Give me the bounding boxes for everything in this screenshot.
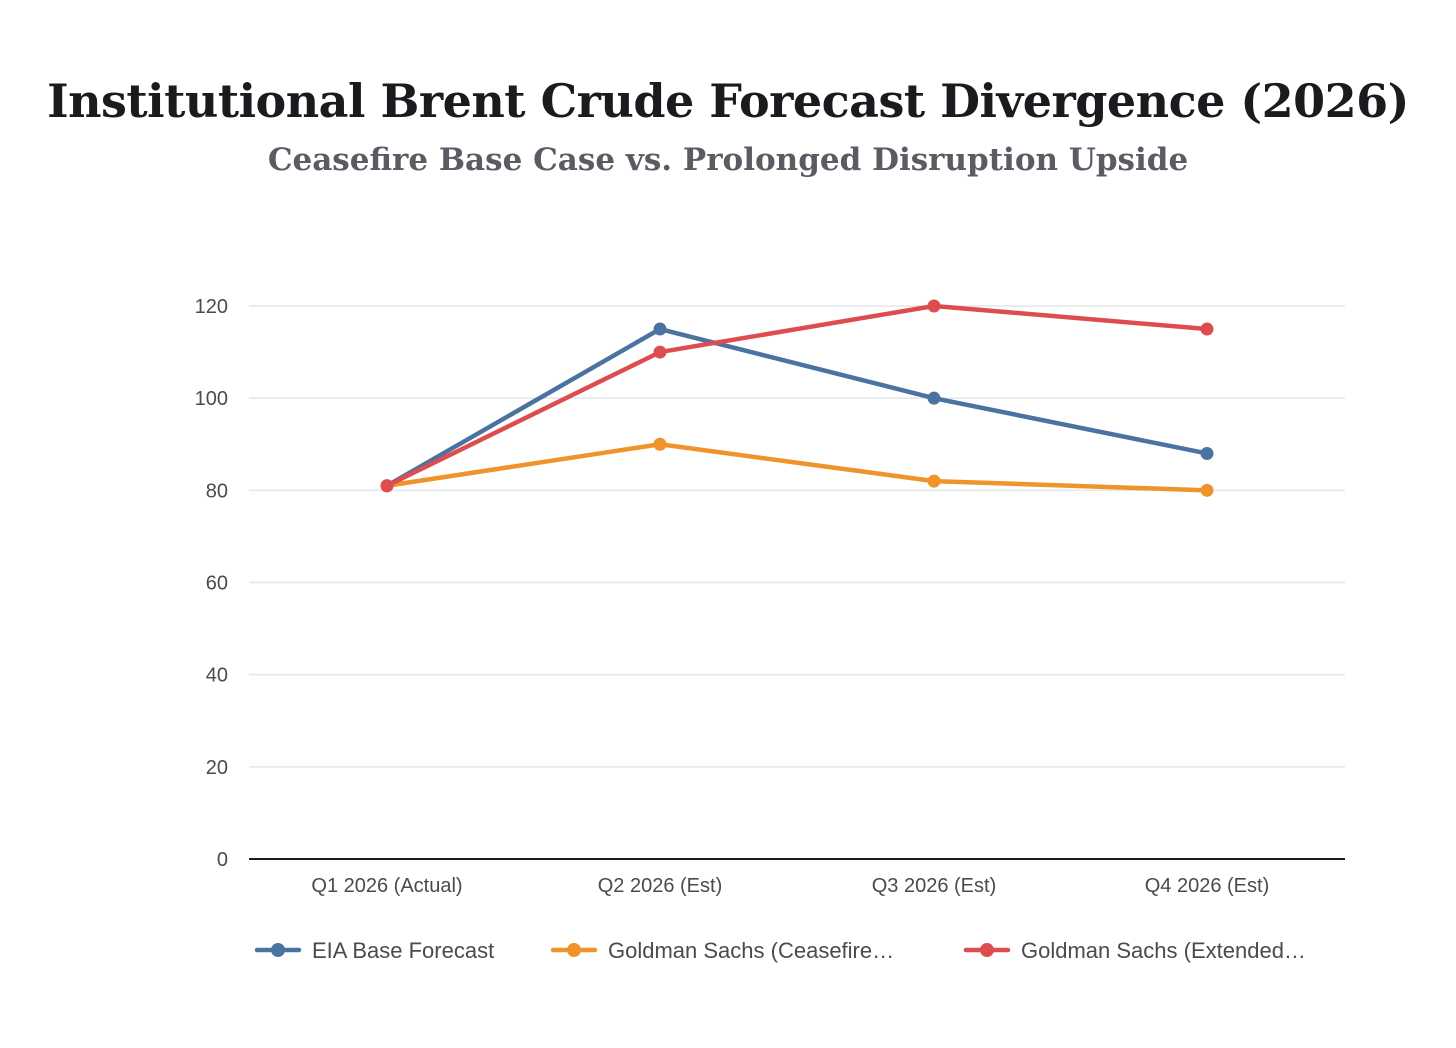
legend-swatch-marker — [271, 943, 285, 957]
y-tick-label: 0 — [217, 849, 228, 871]
legend-item[interactable]: Goldman Sachs (Ceasefire… — [550, 938, 894, 963]
y-tick-label: 100 — [195, 388, 228, 410]
y-tick-label: 80 — [206, 480, 228, 502]
chart-title: Institutional Brent Crude Forecast Diver… — [47, 74, 1409, 128]
data-point[interactable] — [653, 437, 667, 451]
data-point[interactable] — [653, 322, 667, 336]
legend-label: Goldman Sachs (Ceasefire… — [608, 938, 894, 963]
gridlines — [249, 305, 1345, 768]
chart-subtitle: Ceasefire Base Case vs. Prolonged Disrup… — [267, 142, 1189, 178]
data-point[interactable] — [1200, 322, 1214, 336]
x-tick-label: Q3 2026 (Est) — [872, 875, 997, 897]
series-group — [380, 299, 1214, 497]
data-point[interactable] — [653, 345, 667, 359]
x-axis: Q1 2026 (Actual) Q2 2026 (Est) Q3 2026 (Es… — [311, 875, 1269, 897]
legend-item[interactable]: Goldman Sachs (Extended… — [963, 938, 1306, 963]
y-axis: 0 20 40 60 80 100 120 — [195, 296, 228, 871]
legend-label: EIA Base Forecast — [312, 938, 494, 963]
series-line-3 — [384, 303, 1210, 488]
data-point[interactable] — [927, 299, 941, 313]
legend-label: Goldman Sachs (Extended… — [1021, 938, 1306, 963]
y-tick-label: 40 — [206, 665, 228, 687]
x-tick-label: Q4 2026 (Est) — [1145, 875, 1270, 897]
series-line-2 — [384, 442, 1210, 493]
data-point[interactable] — [1200, 483, 1214, 497]
x-tick-label: Q1 2026 (Actual) — [311, 875, 462, 897]
y-tick-label: 20 — [206, 757, 228, 779]
legend-swatch-marker — [567, 943, 581, 957]
legend-swatch-marker — [980, 943, 994, 957]
data-point[interactable] — [927, 391, 941, 405]
y-tick-label: 120 — [195, 296, 228, 318]
series-line-1 — [384, 326, 1210, 488]
data-point[interactable] — [927, 474, 941, 488]
y-tick-label: 60 — [206, 573, 228, 595]
data-point[interactable] — [1200, 446, 1214, 460]
data-point[interactable] — [380, 479, 394, 493]
legend-item[interactable]: EIA Base Forecast — [254, 938, 494, 963]
x-tick-label: Q2 2026 (Est) — [598, 875, 723, 897]
legend: EIA Base Forecast Goldman Sachs (Ceasefir… — [254, 938, 1306, 963]
